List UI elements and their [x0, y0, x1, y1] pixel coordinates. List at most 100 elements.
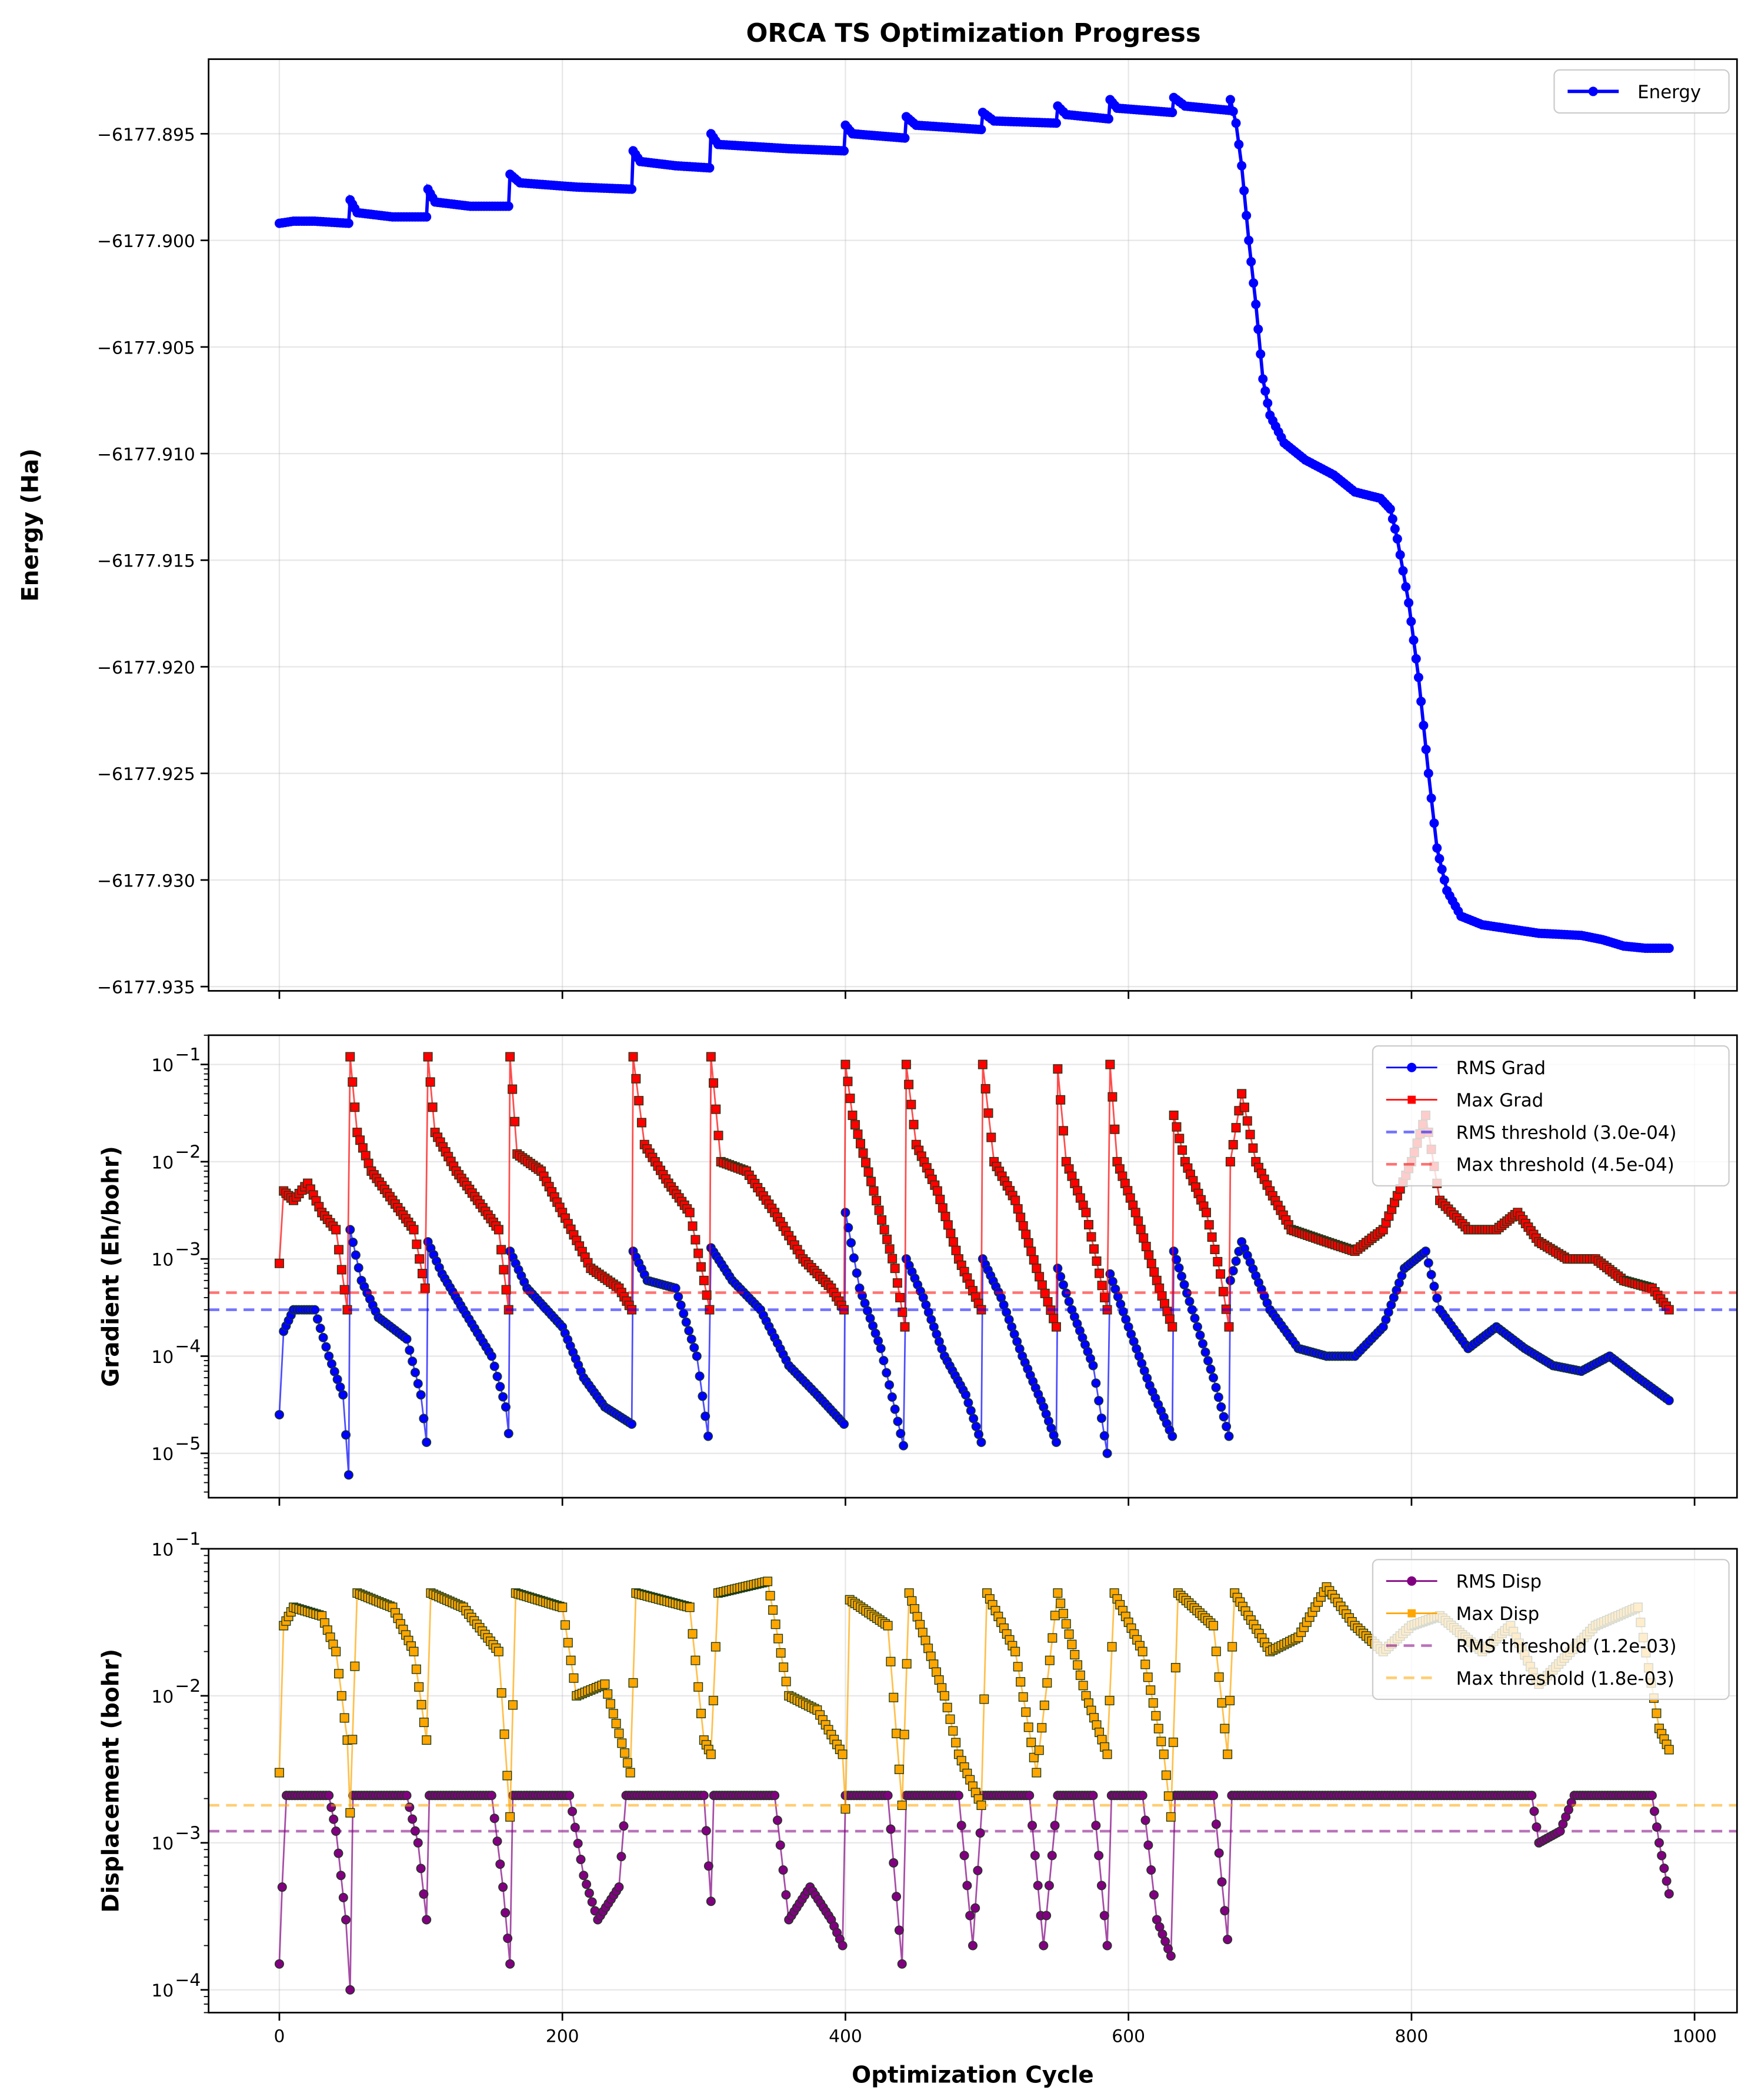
data-point: [1073, 1660, 1083, 1670]
data-point: [343, 218, 353, 228]
data-point: [1649, 1806, 1659, 1816]
data-point: [869, 1186, 879, 1196]
data-point: [1185, 1296, 1195, 1306]
y-tick-label: −6177.900: [97, 231, 195, 252]
data-point: [1409, 635, 1419, 645]
panel-3: 0 200 400 600 800 100010−110−210−310−4Displac…: [98, 1529, 1738, 2088]
data-point: [1385, 504, 1395, 514]
data-point: [1664, 1889, 1674, 1899]
data-point: [1435, 854, 1445, 864]
data-point: [1169, 1111, 1179, 1121]
data-point: [496, 1245, 506, 1255]
data-point: [1151, 1711, 1161, 1721]
data-point: [568, 1806, 578, 1816]
data-point: [1042, 1911, 1052, 1921]
data-point: [1032, 1264, 1042, 1274]
data-point: [1423, 768, 1433, 778]
data-point: [1245, 1129, 1255, 1139]
data-point: [1107, 1092, 1117, 1102]
legend-label: RMS Disp: [1456, 1571, 1542, 1592]
data-point: [503, 201, 513, 211]
y-tick-label: 10: [151, 1152, 174, 1173]
data-point: [904, 1079, 914, 1089]
data-point: [350, 1102, 360, 1112]
data-point: [324, 1791, 334, 1801]
data-point: [318, 1332, 328, 1342]
data-point: [410, 1368, 420, 1378]
data-point: [425, 1077, 435, 1087]
data-point: [904, 1588, 914, 1598]
data-point: [1037, 1280, 1047, 1290]
data-point: [703, 1431, 713, 1441]
data-point: [422, 1735, 432, 1745]
y-tick-label: −6177.905: [97, 338, 195, 358]
data-point: [422, 1437, 432, 1447]
data-point: [838, 1941, 848, 1951]
data-point: [711, 1104, 721, 1114]
data-point: [929, 1659, 939, 1669]
data-point: [1237, 1089, 1247, 1099]
data-point: [331, 1225, 341, 1235]
data-point: [1253, 324, 1263, 334]
legend-marker: [1407, 1095, 1416, 1104]
data-point: [1026, 1246, 1036, 1256]
data-point: [353, 1263, 363, 1273]
data-point: [1010, 1195, 1020, 1205]
data-point: [696, 1708, 706, 1718]
data-point: [698, 1391, 708, 1401]
data-point: [1051, 118, 1061, 128]
data-point: [1110, 1124, 1120, 1134]
data-point: [969, 1414, 979, 1424]
data-point: [1179, 1279, 1189, 1289]
data-point: [1664, 1745, 1674, 1755]
data-point: [1225, 1695, 1235, 1705]
data-point: [1239, 186, 1249, 196]
data-point: [274, 1409, 284, 1419]
data-point: [419, 1414, 429, 1424]
data-point: [892, 1278, 902, 1288]
data-point: [350, 1661, 360, 1671]
data-point: [336, 1691, 346, 1701]
data-point: [1170, 1663, 1180, 1673]
data-point: [938, 1203, 948, 1213]
axes-frame: [208, 1034, 1738, 1499]
data-point: [962, 1881, 972, 1891]
x-tick-label: 0: [274, 2026, 285, 2047]
y-tick-label: −6177.920: [97, 658, 195, 678]
data-point: [603, 1689, 613, 1699]
data-point: [776, 1648, 786, 1658]
data-point: [894, 1764, 904, 1774]
y-tick-label: −6177.895: [97, 125, 195, 145]
data-point: [923, 1644, 933, 1654]
data-point: [573, 1838, 583, 1848]
data-point: [1421, 744, 1431, 754]
y-tick-label: 10: [151, 1055, 174, 1076]
y-tick-exponent: −2: [175, 1676, 201, 1696]
y-tick-label: 10: [151, 1981, 174, 2001]
data-point: [690, 1235, 700, 1245]
legend-label: Max threshold (1.8e-03): [1456, 1668, 1674, 1689]
data-point: [1249, 278, 1259, 288]
data-point: [616, 1852, 626, 1862]
data-point: [706, 1749, 716, 1759]
data-point: [1432, 843, 1442, 853]
data-point: [1043, 1297, 1053, 1307]
data-point: [1167, 108, 1177, 118]
data-point: [1437, 864, 1447, 874]
data-point: [906, 1099, 916, 1109]
data-point: [882, 1234, 892, 1244]
legend: Energy: [1553, 69, 1730, 114]
data-point: [863, 1167, 873, 1177]
data-point: [402, 1334, 412, 1344]
legend-marker: [1588, 86, 1598, 96]
series-group: [274, 92, 1674, 953]
data-point: [696, 1262, 706, 1272]
data-point: [1163, 1791, 1173, 1801]
data-point: [1202, 1208, 1212, 1218]
data-point: [710, 1642, 720, 1652]
data-point: [1237, 161, 1247, 171]
data-point: [900, 1322, 910, 1332]
data-point: [1200, 1347, 1210, 1357]
data-point: [1211, 1382, 1221, 1392]
